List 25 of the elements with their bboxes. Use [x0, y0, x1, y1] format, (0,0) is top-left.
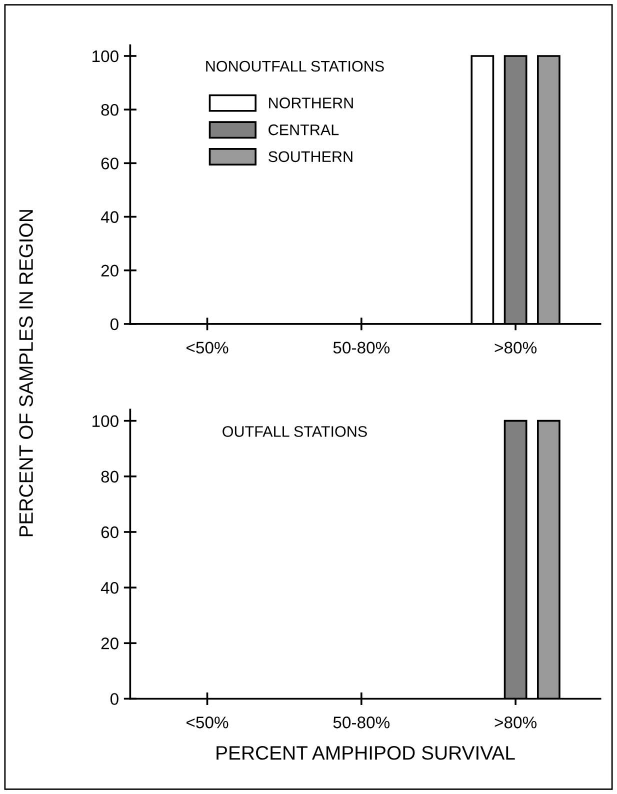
- y-tick-label: 100: [92, 50, 118, 62]
- legend-label: SOUTHERN: [268, 151, 352, 162]
- y-tick-label: 20: [101, 638, 118, 650]
- x-tick-label: 50-80%: [333, 716, 390, 728]
- legend-label: CENTRAL: [268, 124, 339, 136]
- y-tick-label: 40: [100, 582, 118, 594]
- x-tick-label: <50%: [186, 716, 228, 728]
- y-tick-label: 100: [92, 415, 118, 428]
- text: OUTFALL STATIONS: [222, 426, 367, 437]
- x-tick-label: >80%: [494, 342, 537, 354]
- y-tick-label: 0: [110, 693, 118, 705]
- x-tick-label: 50-80%: [333, 342, 390, 354]
- text: NONOUTFALL STATIONS: [206, 60, 384, 72]
- y-tick-label: 0: [110, 318, 118, 330]
- x-tick-label: <50%: [186, 342, 228, 354]
- y-tick-label: 60: [101, 158, 118, 170]
- y-axis-title: PERCENT OF SAMPLES IN REGION: [19, 210, 33, 536]
- y-tick-label: 80: [101, 470, 118, 483]
- x-tick-label: >80%: [494, 716, 537, 728]
- y-tick-label: 20: [101, 264, 118, 277]
- legend-label: NORTHERN: [269, 98, 353, 108]
- x-axis-title: PERCENT AMPHIPOD SURVIVAL: [216, 746, 515, 760]
- y-tick-label: 80: [101, 104, 118, 116]
- y-tick-label: 40: [100, 211, 118, 223]
- y-tick-label: 60: [101, 526, 118, 538]
